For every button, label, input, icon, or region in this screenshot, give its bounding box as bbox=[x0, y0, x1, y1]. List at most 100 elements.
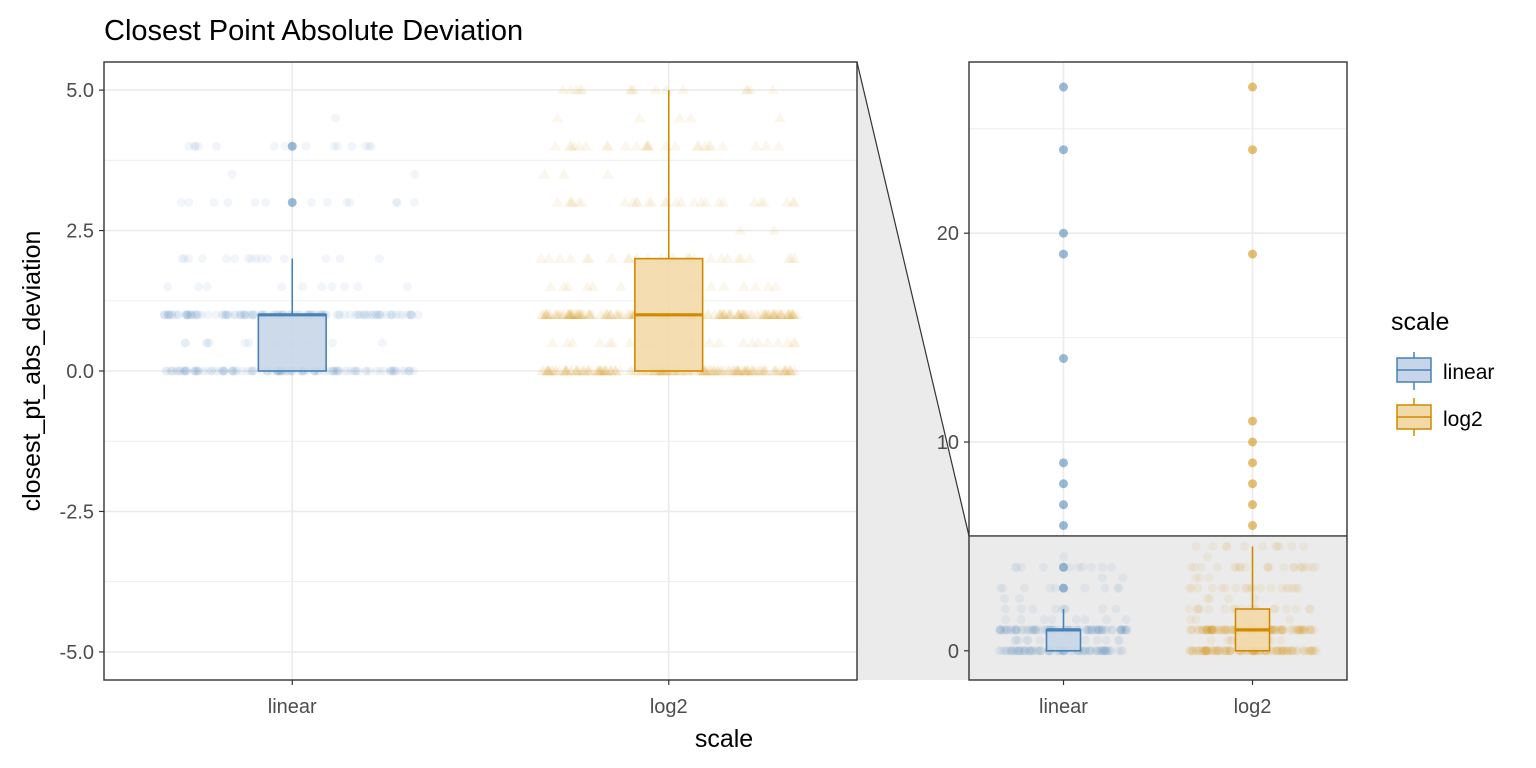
jitter-point bbox=[1306, 646, 1316, 656]
jitter-point bbox=[610, 308, 623, 320]
jitter-point bbox=[1309, 625, 1319, 635]
jitter-point bbox=[785, 365, 798, 376]
jitter-point bbox=[722, 365, 735, 376]
jitter-point bbox=[1084, 625, 1094, 635]
jitter-point bbox=[1288, 646, 1298, 656]
jitter-point bbox=[1202, 625, 1212, 635]
jitter-point bbox=[1305, 625, 1315, 635]
jitter-point bbox=[202, 338, 212, 348]
outlier-point bbox=[1059, 583, 1068, 593]
jitter-point bbox=[748, 196, 761, 207]
jitter-point bbox=[1197, 646, 1207, 656]
jitter-point bbox=[704, 140, 717, 151]
jitter-point bbox=[763, 308, 776, 320]
jitter-point bbox=[1202, 552, 1212, 562]
jitter-point bbox=[246, 366, 256, 376]
jitter-point bbox=[1223, 635, 1233, 645]
jitter-point bbox=[1116, 625, 1126, 635]
jitter-point bbox=[596, 365, 609, 376]
jitter-point bbox=[1051, 604, 1061, 614]
jitter-point bbox=[1295, 625, 1305, 635]
jitter-point bbox=[717, 308, 730, 320]
jitter-point bbox=[201, 338, 211, 348]
jitter-point bbox=[1202, 646, 1212, 656]
jitter-point bbox=[1003, 625, 1013, 635]
jitter-point bbox=[581, 365, 594, 376]
jitter-point bbox=[1107, 625, 1117, 635]
jitter-point bbox=[1287, 646, 1297, 656]
jitter-point bbox=[1206, 625, 1216, 635]
jitter-point bbox=[1225, 646, 1235, 656]
jitter-point bbox=[1121, 614, 1131, 624]
jitter-point bbox=[1101, 646, 1111, 656]
jitter-point bbox=[995, 625, 1005, 635]
jitter-point bbox=[407, 310, 417, 320]
jitter-point bbox=[624, 84, 637, 95]
jitter-point bbox=[182, 310, 192, 320]
jitter-point bbox=[747, 365, 760, 376]
jitter-point bbox=[218, 310, 228, 320]
jitter-point bbox=[248, 310, 258, 320]
jitter-point bbox=[1060, 604, 1070, 614]
jitter-point bbox=[626, 196, 639, 207]
jitter-point bbox=[159, 310, 169, 320]
jitter-point bbox=[731, 308, 744, 320]
jitter-point bbox=[601, 365, 614, 376]
jitter-point bbox=[1268, 646, 1278, 656]
jitter-point bbox=[1119, 625, 1129, 635]
jitter-point bbox=[1201, 646, 1211, 656]
jitter-point bbox=[576, 308, 589, 320]
jitter-point bbox=[1202, 625, 1212, 635]
jitter-point bbox=[364, 141, 374, 151]
jitter-point bbox=[189, 366, 199, 376]
jitter-point bbox=[183, 310, 193, 320]
jitter-point bbox=[227, 366, 237, 376]
series-linear bbox=[994, 82, 1132, 656]
jitter-point bbox=[1193, 583, 1203, 593]
jitter-point bbox=[767, 308, 780, 320]
jitter-point bbox=[541, 365, 554, 376]
x-tick-label: log2 bbox=[1234, 696, 1272, 718]
jitter-point bbox=[789, 336, 802, 348]
jitter-point bbox=[586, 308, 599, 320]
jitter-point bbox=[1308, 646, 1318, 656]
jitter-point bbox=[1270, 625, 1280, 635]
jitter-point bbox=[552, 308, 565, 320]
jitter-point bbox=[1026, 646, 1036, 656]
jitter-point bbox=[788, 365, 801, 376]
jitter-point bbox=[735, 308, 748, 320]
jitter-point bbox=[601, 168, 614, 179]
jitter-point bbox=[326, 366, 336, 376]
jitter-point bbox=[1276, 625, 1286, 635]
jitter-point bbox=[180, 366, 190, 376]
outlier-point bbox=[287, 197, 297, 207]
jitter-point bbox=[1193, 625, 1203, 635]
jitter-point bbox=[1263, 562, 1273, 572]
jitter-point bbox=[1287, 646, 1297, 656]
jitter-point bbox=[1035, 646, 1045, 656]
jitter-point bbox=[359, 310, 369, 320]
jitter-point bbox=[542, 365, 555, 376]
x-tick-label: linear bbox=[1039, 696, 1088, 718]
jitter-point bbox=[1258, 541, 1268, 551]
jitter-point bbox=[1028, 604, 1038, 614]
jitter-point bbox=[557, 168, 570, 179]
jitter-point bbox=[1082, 625, 1092, 635]
jitter-point bbox=[785, 308, 798, 320]
jitter-point bbox=[340, 282, 350, 292]
jitter-point bbox=[1269, 625, 1279, 635]
jitter-point bbox=[725, 365, 738, 376]
jitter-point bbox=[594, 365, 607, 376]
jitter-point bbox=[192, 366, 202, 376]
jitter-point bbox=[1093, 625, 1103, 635]
jitter-point bbox=[1016, 646, 1026, 656]
jitter-point bbox=[566, 336, 579, 348]
jitter-point bbox=[1217, 583, 1227, 593]
jitter-point bbox=[1272, 646, 1282, 656]
jitter-point bbox=[376, 310, 386, 320]
jitter-point bbox=[190, 141, 200, 151]
main-panel: 5.0 2.5 0.0 -2.5 -5.0 linear log2 bbox=[60, 61, 858, 718]
jitter-point bbox=[1292, 625, 1302, 635]
jitter-point bbox=[186, 310, 196, 320]
